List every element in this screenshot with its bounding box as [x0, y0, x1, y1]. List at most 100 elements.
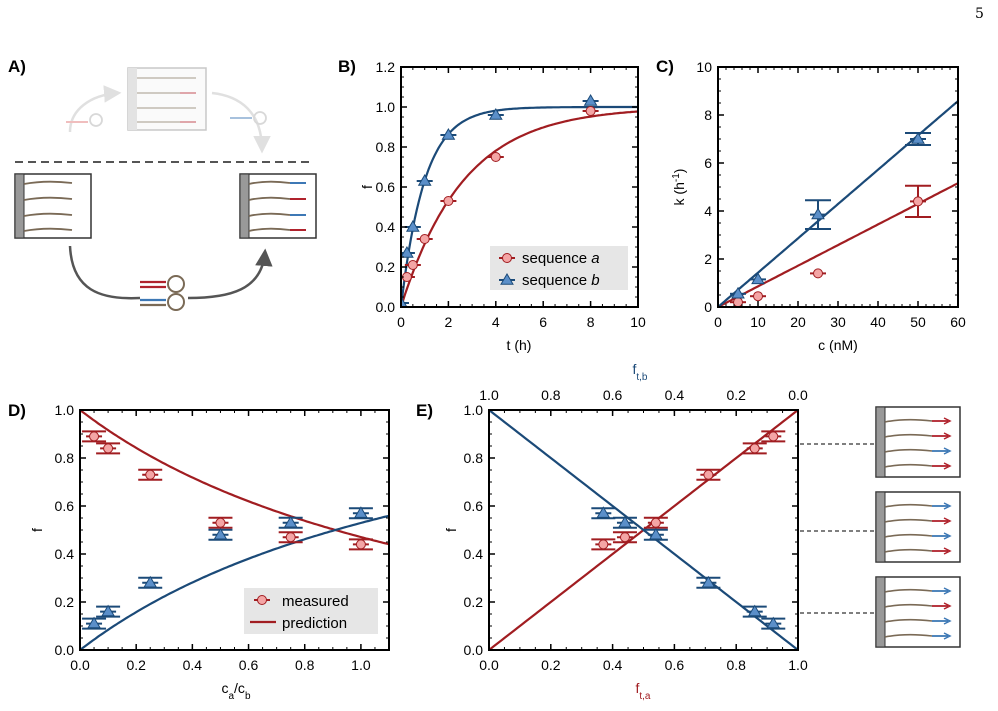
prediction-curve-red — [80, 410, 389, 546]
y-tick-label: 0.0 — [376, 299, 396, 315]
inset-arrowhead — [943, 617, 952, 625]
top-x-tick-label: 0.2 — [726, 387, 746, 403]
data-point-triangle — [751, 272, 765, 285]
data-point-triangle — [488, 108, 503, 120]
x-axis-label-sub: t,a — [639, 691, 651, 702]
legend-b: sequence a sequence b — [490, 246, 628, 290]
schematic-a — [14, 67, 317, 311]
x-axis-label: ca/cb — [221, 680, 250, 702]
x-tick-label: 20 — [790, 314, 806, 330]
inset-arrowhead — [943, 547, 952, 555]
panel-letter-c: C) — [656, 57, 674, 76]
y-tick-label: 0 — [704, 299, 712, 315]
y-tick-label: 0.2 — [55, 594, 75, 610]
inset-strand — [884, 518, 933, 523]
x-tick-label: 0.2 — [126, 657, 146, 673]
y-tick-label: 0.2 — [376, 259, 396, 275]
y-tick-label: 0.6 — [464, 498, 484, 514]
data-point-triangle — [405, 220, 420, 232]
top-x-axis-label-sub: t,b — [636, 372, 648, 383]
data-point-circle — [215, 517, 226, 528]
legend-label-a-italic: a — [591, 250, 599, 267]
x-tick-label: 0.6 — [665, 657, 685, 673]
data-point-circle — [145, 469, 156, 480]
inset-arrowhead — [943, 432, 952, 440]
legend-label-b-italic: b — [591, 272, 599, 289]
data-point-triangle — [101, 604, 115, 617]
x-tick-label: 0 — [397, 314, 405, 330]
y-tick-label: 0.0 — [55, 642, 75, 658]
data-point-triangle — [766, 616, 781, 629]
y-tick-label: 1.0 — [376, 99, 396, 115]
data-point-triangle — [283, 515, 298, 528]
x-tick-label: 8 — [587, 314, 595, 330]
x-tick-label: 10 — [630, 314, 646, 330]
data-point-triangle — [583, 94, 598, 106]
inset-arrowhead — [943, 417, 952, 425]
inset-strand — [884, 418, 933, 423]
panel-letter-b: B) — [338, 57, 356, 76]
y-tick-label: 0.2 — [464, 594, 484, 610]
y-tick-label: 1.0 — [55, 402, 75, 418]
hairpin-probes — [140, 275, 185, 311]
x-tick-label: 4 — [492, 314, 500, 330]
x-tick-label: 0.0 — [70, 657, 90, 673]
inset-surface — [800, 491, 961, 563]
inset-surface — [800, 406, 961, 478]
data-point-triangle — [401, 246, 414, 258]
legend-box — [244, 588, 378, 634]
top-x-tick-label: 0.6 — [603, 387, 623, 403]
fit-curve-a — [401, 110, 638, 307]
y-axis-label-end: ) — [671, 169, 687, 174]
y-tick-label: 8 — [704, 107, 712, 123]
y-axis-label: f — [359, 185, 375, 189]
inset-arrowhead — [943, 632, 952, 640]
x-tick-label: 0.4 — [183, 657, 203, 673]
data-point-circle — [650, 517, 661, 528]
x-axis-label: ft,a — [635, 680, 650, 702]
data-point-circle — [598, 539, 609, 550]
data-point-circle — [703, 469, 714, 480]
data-point-circle — [443, 196, 454, 206]
data-point-circle — [733, 297, 743, 307]
y-tick-label: 0.8 — [376, 139, 396, 155]
data-point-circle — [585, 106, 596, 116]
inset-strand — [884, 633, 933, 638]
legend-label-prediction: prediction — [282, 615, 347, 632]
y-tick-label: 0.0 — [464, 642, 484, 658]
arrow-path-left — [68, 245, 141, 300]
top-x-tick-label: 1.0 — [479, 387, 499, 403]
y-tick-label: 0.4 — [464, 546, 484, 562]
plot-area-d — [80, 410, 389, 650]
data-point-triangle — [500, 273, 514, 285]
x-tick-label: 6 — [539, 314, 547, 330]
data-point-circle — [913, 196, 923, 207]
data-point-circle — [502, 253, 512, 263]
diagonal-blue — [489, 410, 798, 650]
x-tick-label: 0 — [714, 314, 722, 330]
inset-arrowhead — [943, 532, 952, 540]
inset-arrowhead — [943, 587, 952, 595]
data-point-triangle — [441, 128, 456, 140]
x-axis-label-sub2: b — [245, 691, 251, 702]
top-x-tick-label: 0.4 — [665, 387, 685, 403]
chart-c: 0 10 20 30 40 50 60 0 2 4 6 8 10 c (nM) k (h-1) — [671, 59, 966, 353]
data-point-triangle — [701, 575, 716, 588]
y-axis-label: f — [29, 528, 45, 532]
x-tick-label: 60 — [950, 314, 966, 330]
x-tick-label: 0.2 — [541, 657, 561, 673]
y-tick-label: 1.0 — [464, 402, 484, 418]
inset-strand — [884, 433, 933, 438]
data-point-triangle — [596, 506, 611, 518]
y-axis-label: f — [443, 528, 459, 532]
y-tick-label: 0.6 — [376, 179, 396, 195]
data-point-circle — [490, 152, 501, 162]
inset-strand — [884, 588, 933, 593]
inset-surface-bar — [875, 491, 886, 563]
y-tick-label: 6 — [704, 155, 712, 171]
surface-final — [239, 173, 317, 239]
inset-strand — [884, 503, 933, 508]
y-tick-label: 0.8 — [464, 450, 484, 466]
plot-frame — [717, 66, 959, 308]
y-tick-label: 0.8 — [55, 450, 75, 466]
